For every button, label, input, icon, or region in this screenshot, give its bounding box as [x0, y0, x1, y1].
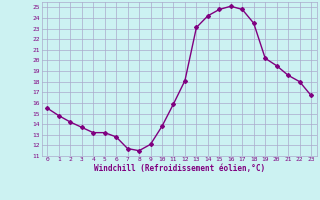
- X-axis label: Windchill (Refroidissement éolien,°C): Windchill (Refroidissement éolien,°C): [94, 164, 265, 173]
